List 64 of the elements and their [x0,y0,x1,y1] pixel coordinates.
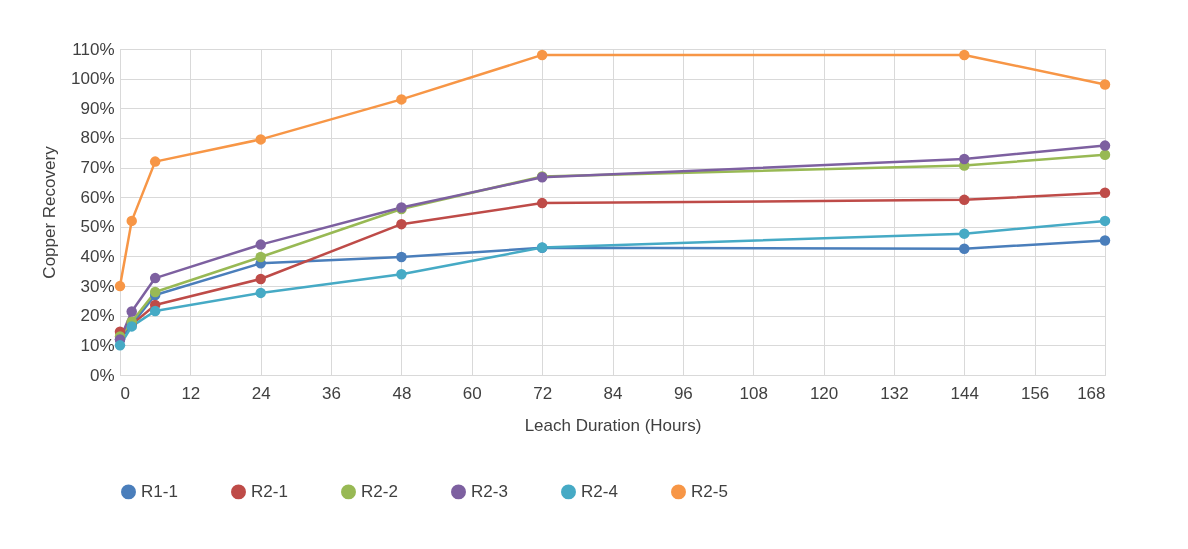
point [126,306,137,317]
x-tick-label: 36 [322,383,342,403]
point [114,280,126,292]
y-tick-label: 80% [80,128,115,148]
point [149,156,161,167]
x-tick-label: 144 [950,383,979,403]
point [1099,79,1111,90]
point [255,134,266,145]
point [959,49,970,61]
point [959,153,970,165]
legend-label: R2-1 [251,481,288,501]
point [396,251,407,263]
y-tick-label: 30% [80,276,115,296]
point [1099,215,1111,227]
y-tick-label: 70% [80,158,115,178]
legend-label: R2-2 [361,481,398,501]
point [959,243,970,254]
y-tick-label: 10% [80,335,115,355]
legend-label: R2-4 [581,481,618,501]
x-tick-label: 132 [880,383,909,403]
point [959,228,970,239]
y-tick-label: 20% [80,306,115,326]
point [1099,187,1111,198]
point [959,194,970,206]
point [396,269,407,280]
legend-label: R2-5 [691,481,728,501]
x-tick-label: 168 [1077,383,1106,403]
x-tick-label: 12 [181,383,201,403]
point [396,94,407,105]
point [536,197,548,209]
x-tick-label: 120 [809,383,839,403]
x-tick-label: 60 [462,383,482,403]
x-tick-label: 0 [120,383,130,403]
y-tick-label: 60% [80,187,115,207]
x-tick-label: 48 [392,383,412,403]
x-tick-label: 108 [739,383,768,403]
legend-label: R1-1 [141,481,178,501]
point [255,273,266,285]
point [149,272,161,284]
y-tick-label: 50% [80,217,115,237]
point [1099,235,1111,246]
x-tick-label: 24 [251,383,271,403]
legend-label: R2-3 [471,481,508,501]
y-tick-label: 110% [72,39,115,59]
point [536,49,548,61]
point [255,239,266,250]
x-tick-label: 84 [603,383,623,403]
x-tick-label: 96 [673,383,693,403]
point [126,215,137,227]
x-axis-title: Leach Duration (Hours) [524,415,702,435]
y-tick-label: 0% [89,365,115,385]
point [255,251,266,263]
y-axis-title: Copper Recovery [40,145,60,279]
y-tick-label: 90% [80,98,115,118]
y-tick-label: 40% [80,246,115,266]
y-tick-label: 100% [71,69,115,89]
point [396,218,407,230]
x-tick-label: 72 [533,383,553,403]
point [255,287,266,299]
point [149,305,161,317]
x-tick-label: 156 [1020,383,1050,403]
point [1099,149,1111,161]
point [1099,140,1111,151]
point [114,340,126,351]
